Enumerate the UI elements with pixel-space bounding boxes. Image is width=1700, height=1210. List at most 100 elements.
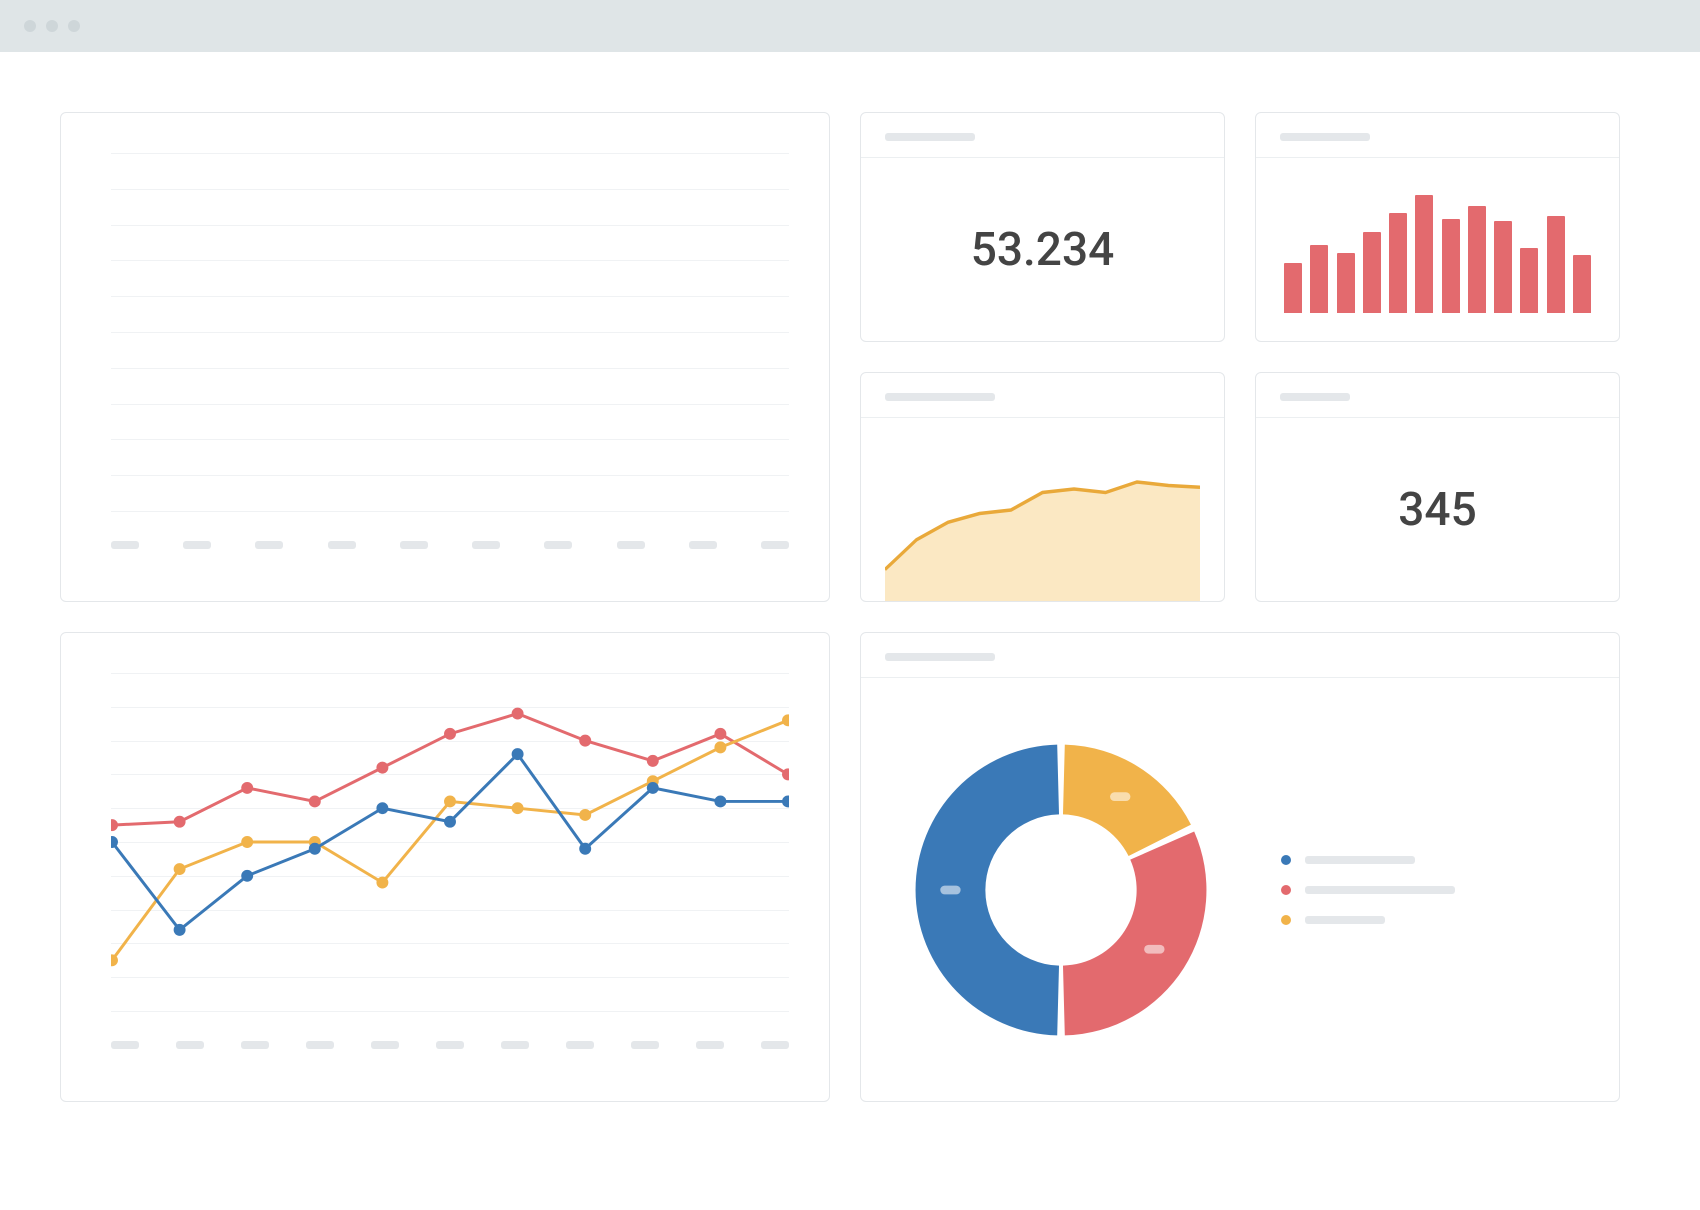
series-marker	[647, 782, 659, 794]
x-tick-placeholder	[566, 1041, 594, 1049]
kpi-value: 53.234	[861, 158, 1224, 341]
card-kpi-secondary: 345	[1255, 372, 1620, 602]
legend-dot	[1281, 915, 1291, 925]
donut-slice	[916, 744, 1059, 1035]
title-placeholder	[1280, 133, 1370, 141]
series-marker	[174, 924, 186, 936]
series-marker	[241, 782, 253, 794]
card-mini-bars	[1255, 112, 1620, 342]
x-tick-placeholder	[696, 1041, 724, 1049]
donut-slice-tick	[1110, 792, 1130, 801]
x-tick-placeholder	[544, 541, 572, 549]
series-line	[112, 754, 788, 930]
series-marker	[241, 836, 253, 848]
series-marker	[782, 714, 789, 726]
mini-bar	[1442, 219, 1460, 313]
x-tick-placeholder	[183, 541, 211, 549]
series-line	[112, 720, 788, 960]
legend-row	[1281, 885, 1455, 895]
legend-row	[1281, 855, 1455, 865]
line-svg	[111, 673, 789, 1011]
series-marker	[174, 863, 186, 875]
series-marker	[174, 816, 186, 828]
legend-row	[1281, 915, 1455, 925]
mini-bar	[1389, 213, 1407, 313]
series-marker	[579, 809, 591, 821]
donut-chart	[901, 730, 1221, 1050]
mini-bar	[1415, 195, 1433, 313]
donut-slice-tick	[940, 885, 960, 894]
series-marker	[512, 708, 524, 720]
series-marker	[444, 728, 456, 740]
area-fill	[885, 482, 1200, 601]
dashboard-grid: 53.234 345	[0, 52, 1700, 1162]
x-tick-placeholder	[255, 541, 283, 549]
card-area-chart	[860, 372, 1225, 602]
card-grouped-bar	[60, 112, 830, 602]
area-chart	[861, 418, 1224, 601]
mini-bar	[1494, 221, 1512, 313]
x-tick-placeholder	[617, 541, 645, 549]
series-marker	[309, 843, 321, 855]
series-marker	[444, 795, 456, 807]
legend-dot	[1281, 855, 1291, 865]
title-placeholder	[1280, 393, 1350, 401]
card-kpi-primary: 53.234	[860, 112, 1225, 342]
x-tick-placeholder	[472, 541, 500, 549]
series-marker	[782, 795, 789, 807]
mini-bar	[1520, 248, 1538, 314]
x-tick-placeholder	[436, 1041, 464, 1049]
x-tick-placeholder	[241, 1041, 269, 1049]
legend-dot	[1281, 885, 1291, 895]
title-placeholder	[885, 393, 995, 401]
donut-slice	[1063, 831, 1206, 1035]
legend-label-placeholder	[1305, 856, 1415, 864]
legend-label-placeholder	[1305, 886, 1455, 894]
x-tick-placeholder	[328, 541, 356, 549]
card-header	[1256, 373, 1619, 418]
mini-bar	[1573, 255, 1591, 313]
series-marker	[579, 843, 591, 855]
mini-bar	[1337, 253, 1355, 313]
window-dot	[68, 20, 80, 32]
card-donut-chart	[860, 632, 1620, 1102]
mini-bar	[1468, 206, 1486, 313]
mini-bar	[1310, 245, 1328, 313]
card-header	[1256, 113, 1619, 158]
title-placeholder	[885, 133, 975, 141]
window-dot	[46, 20, 58, 32]
legend-label-placeholder	[1305, 916, 1385, 924]
x-tick-placeholder	[111, 541, 139, 549]
donut-slice-tick	[1144, 944, 1164, 953]
kpi-value: 345	[1256, 418, 1619, 601]
donut-legend	[1281, 855, 1455, 925]
series-marker	[444, 816, 456, 828]
x-tick-placeholder	[689, 541, 717, 549]
x-tick-placeholder	[761, 541, 789, 549]
x-tick-placeholder	[176, 1041, 204, 1049]
card-header	[861, 373, 1224, 418]
series-marker	[647, 755, 659, 767]
x-tick-placeholder	[400, 541, 428, 549]
mini-bar-chart	[1256, 158, 1619, 341]
series-marker	[376, 802, 388, 814]
series-marker	[376, 877, 388, 889]
x-tick-placeholder	[631, 1041, 659, 1049]
line-chart	[61, 633, 829, 1101]
title-placeholder	[885, 653, 995, 661]
series-marker	[376, 762, 388, 774]
series-marker	[111, 819, 118, 831]
card-line-chart	[60, 632, 830, 1102]
series-marker	[512, 748, 524, 760]
card-header	[861, 633, 1619, 678]
grouped-bar-chart	[61, 113, 829, 601]
x-tick-placeholder	[761, 1041, 789, 1049]
series-marker	[714, 728, 726, 740]
mini-bar	[1547, 216, 1565, 313]
series-marker	[241, 870, 253, 882]
x-tick-placeholder	[306, 1041, 334, 1049]
mini-bar	[1363, 232, 1381, 313]
series-marker	[579, 735, 591, 747]
x-tick-placeholder	[501, 1041, 529, 1049]
series-marker	[309, 795, 321, 807]
